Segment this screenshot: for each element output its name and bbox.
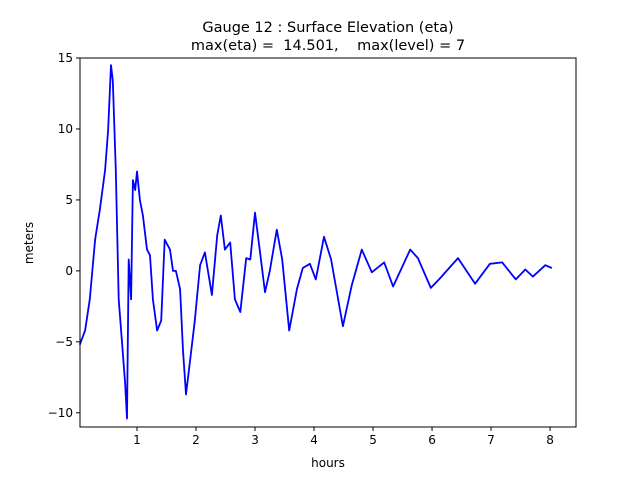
x-tick-label: 4 <box>310 433 318 447</box>
chart-subtitle: max(eta) = 14.501, max(level) = 7 <box>191 38 465 54</box>
x-tick-label: 5 <box>369 433 377 447</box>
x-tick-label: 3 <box>251 433 259 447</box>
y-tick-label: −5 <box>55 335 73 349</box>
series-line-eta <box>78 64 553 420</box>
y-tick-label: 10 <box>58 122 73 136</box>
y-axis-label: meters <box>22 222 36 264</box>
y-tick-label: 5 <box>65 193 73 207</box>
plot-frame <box>79 57 577 428</box>
y-tick-label: −10 <box>48 406 73 420</box>
x-tick-label: 8 <box>546 433 554 447</box>
x-axis-label: hours <box>311 456 345 470</box>
y-tick-label: 0 <box>65 264 73 278</box>
x-tick-label: 1 <box>133 433 141 447</box>
x-tick-label: 6 <box>428 433 436 447</box>
x-tick-label: 2 <box>192 433 200 447</box>
chart-title: Gauge 12 : Surface Elevation (eta) <box>202 20 453 36</box>
y-tick-label: 15 <box>58 51 73 65</box>
x-tick-label: 7 <box>487 433 495 447</box>
